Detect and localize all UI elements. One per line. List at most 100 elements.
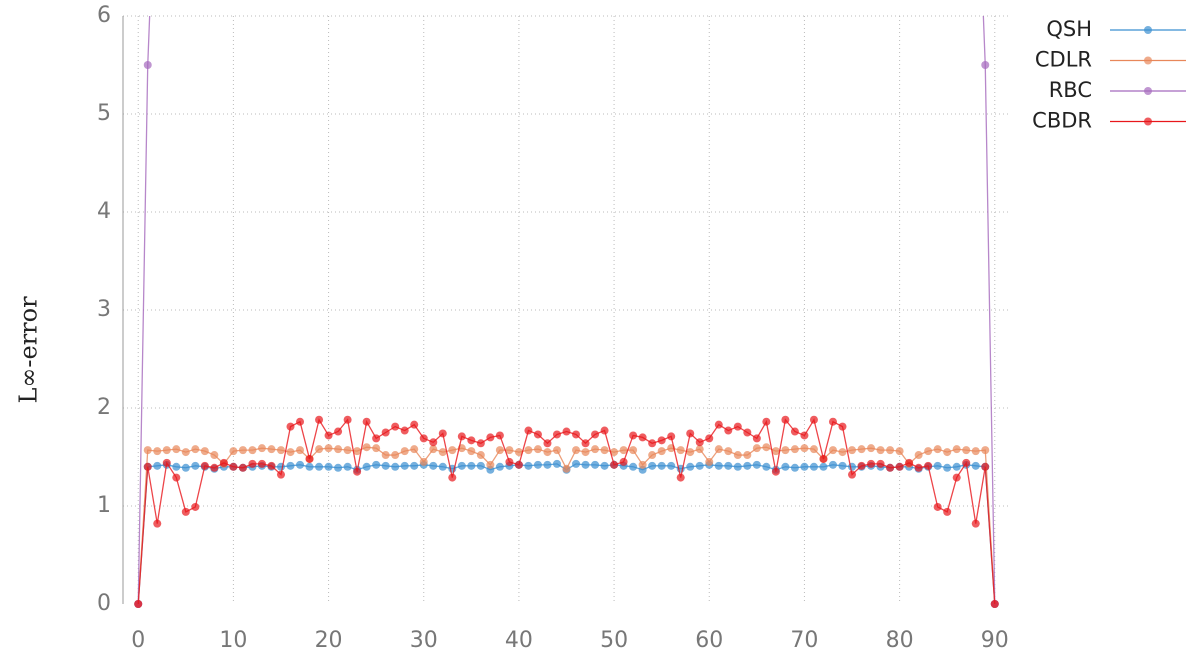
point: [886, 463, 895, 472]
point: [191, 502, 200, 511]
point: [238, 463, 247, 472]
point: [962, 446, 971, 455]
series-line: [137, 16, 996, 605]
point: [286, 448, 295, 457]
point: [924, 447, 933, 456]
point: [724, 461, 733, 470]
series-line: [137, 463, 996, 605]
point: [695, 445, 704, 454]
point: [457, 461, 466, 470]
point: [200, 447, 209, 456]
point: [391, 451, 400, 460]
point: [391, 462, 400, 471]
point: [552, 430, 561, 439]
point: [305, 462, 314, 471]
point: [943, 507, 952, 516]
point: [867, 444, 876, 453]
x-tick-label: 70: [790, 628, 818, 653]
point: [419, 457, 428, 466]
point: [276, 470, 285, 479]
point: [714, 420, 723, 429]
point: [648, 439, 657, 448]
point: [476, 451, 485, 460]
point: [705, 457, 714, 466]
point: [638, 433, 647, 442]
point: [334, 445, 343, 454]
point: [657, 447, 666, 456]
point: [790, 427, 799, 436]
point: [353, 467, 362, 476]
legend-marker: [1144, 117, 1152, 126]
point: [629, 431, 638, 440]
point: [181, 463, 190, 472]
point: [248, 459, 257, 468]
x-tick-label: 80: [886, 628, 914, 653]
point: [552, 459, 561, 468]
point: [924, 461, 933, 470]
series-line: [137, 418, 996, 605]
point: [343, 415, 352, 424]
point: [381, 428, 390, 437]
point: [809, 415, 818, 424]
point: [495, 462, 504, 471]
point: [943, 463, 952, 472]
point: [781, 446, 790, 455]
point: [695, 438, 704, 447]
point: [552, 446, 561, 455]
point: [705, 434, 714, 443]
point: [429, 438, 438, 447]
point: [400, 461, 409, 470]
point: [438, 429, 447, 438]
point: [762, 417, 771, 426]
x-tick-label: 50: [600, 628, 628, 653]
point: [752, 444, 761, 453]
point: [743, 461, 752, 470]
point: [543, 460, 552, 469]
point: [743, 428, 752, 437]
plot-area: [134, 16, 999, 608]
point: [229, 447, 238, 456]
legend-marker: [1144, 56, 1152, 65]
point: [429, 445, 438, 454]
point: [610, 448, 619, 457]
point: [914, 451, 923, 460]
point: [286, 461, 295, 470]
point: [800, 462, 809, 471]
point: [524, 461, 533, 470]
x-tick-label: 10: [219, 628, 247, 653]
point: [276, 462, 285, 471]
point: [372, 434, 381, 443]
point: [629, 462, 638, 471]
point: [676, 446, 685, 455]
point: [172, 445, 181, 454]
point: [933, 502, 942, 511]
point: [505, 446, 514, 455]
point: [153, 447, 162, 456]
point: [676, 473, 685, 482]
point: [410, 420, 419, 429]
x-tick-label: 30: [410, 628, 438, 653]
point: [600, 426, 609, 435]
point: [191, 461, 200, 470]
point: [886, 446, 895, 455]
legend-label: QSH: [1046, 17, 1092, 41]
point: [486, 460, 495, 469]
point: [562, 427, 571, 436]
y-tick-label: 0: [97, 591, 111, 616]
point: [838, 422, 847, 431]
point: [876, 446, 885, 455]
point: [876, 459, 885, 468]
point: [172, 462, 181, 471]
point: [467, 436, 476, 445]
point: [971, 447, 980, 456]
point: [619, 446, 628, 455]
point: [733, 422, 742, 431]
point: [476, 439, 485, 448]
point: [981, 462, 990, 471]
point: [848, 446, 857, 455]
point: [867, 459, 876, 468]
point: [838, 448, 847, 457]
point: [857, 461, 866, 470]
point: [324, 462, 333, 471]
point: [286, 422, 295, 431]
